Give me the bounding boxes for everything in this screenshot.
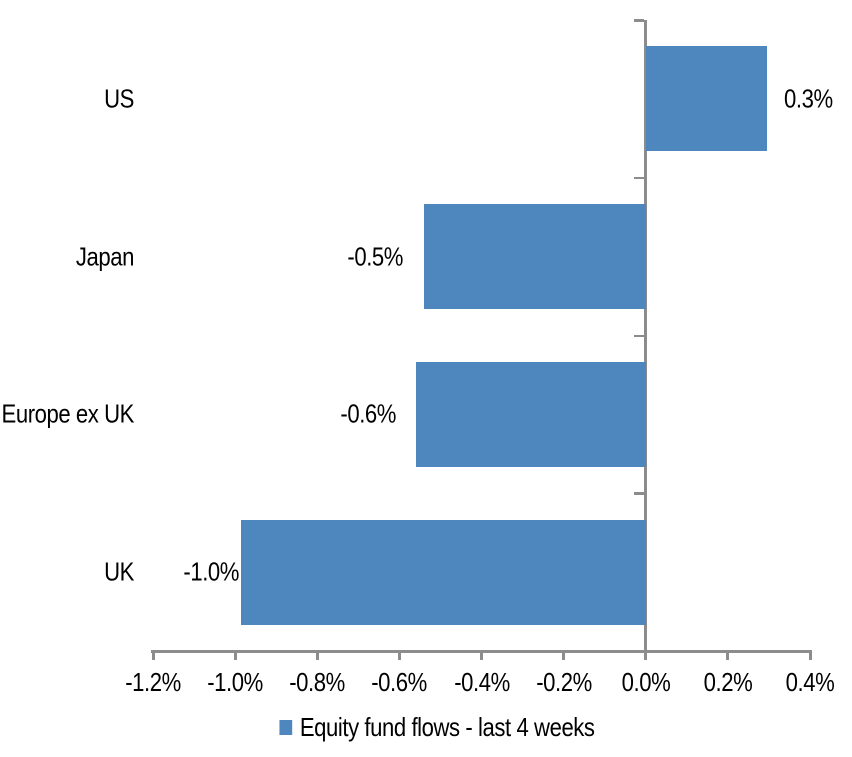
data-label-us: 0.3%: [783, 83, 833, 114]
x-axis-tick-label: 0.0%: [621, 667, 671, 697]
x-axis-tick-label: -0.4%: [453, 667, 510, 697]
data-label-japan: -0.5%: [347, 241, 403, 272]
legend-marker-icon: [279, 720, 293, 735]
data-label-uk: -1.0%: [183, 556, 240, 587]
zero-axis-line: [644, 20, 648, 660]
category-axis-tick: [634, 19, 645, 22]
x-axis-tick-label: -0.8%: [289, 667, 346, 697]
legend-label: Equity fund flows - last 4 weeks: [299, 712, 595, 742]
bar-uk: [241, 519, 646, 625]
bar-europe-ex-uk: [415, 361, 646, 467]
x-axis-tick-label: -1.0%: [207, 667, 263, 697]
x-axis-tick: [726, 651, 730, 660]
x-axis-tick: [151, 651, 155, 660]
category-label-europe-ex-uk: Europe ex UK: [1, 399, 135, 430]
x-axis-tick-label: 0.4%: [785, 667, 835, 697]
x-axis-tick: [644, 651, 648, 660]
x-axis-tick: [233, 651, 237, 660]
x-axis-tick: [562, 651, 566, 660]
category-axis-tick: [634, 492, 645, 495]
x-axis-tick: [808, 651, 812, 660]
x-axis-tick-label: -0.2%: [535, 667, 592, 697]
x-axis-tick: [480, 651, 483, 660]
category-axis-tick: [634, 334, 645, 337]
x-axis-tick-label: 0.2%: [703, 667, 753, 697]
category-axis-tick: [634, 176, 645, 180]
bar-japan: [424, 204, 646, 310]
category-label-us: US: [104, 83, 134, 114]
legend: Equity fund flows - last 4 weeks: [279, 712, 595, 743]
x-axis-tick: [397, 651, 401, 660]
category-label-uk: UK: [104, 556, 134, 587]
x-axis-tick: [315, 651, 319, 660]
x-axis-tick-label: -0.6%: [371, 667, 428, 697]
category-label-japan: Japan: [75, 241, 135, 272]
bar-us: [645, 46, 767, 152]
x-axis-tick-label: -1.2%: [125, 667, 181, 697]
data-label-europe-ex-uk: -0.6%: [340, 399, 396, 430]
